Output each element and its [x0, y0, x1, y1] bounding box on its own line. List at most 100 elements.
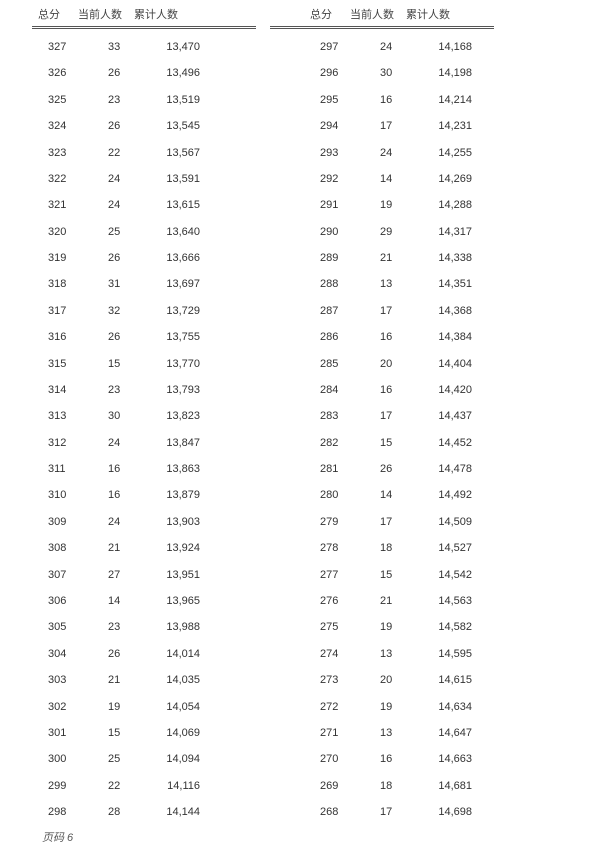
score-cell: 312	[48, 436, 67, 449]
current-count-cell: 14	[108, 594, 121, 607]
page-number: 页码 6	[42, 832, 74, 844]
cumulative-count-cell: 14,663	[438, 753, 472, 766]
cumulative-count-cell: 14,698	[438, 806, 472, 819]
score-cell: 286	[320, 331, 339, 344]
cumulative-count-cell: 14,527	[438, 542, 472, 555]
current-count-cell: 17	[380, 410, 393, 423]
current-count-cell: 24	[108, 515, 121, 528]
cumulative-count-cell: 14,681	[438, 779, 472, 792]
cumulative-count-cell: 14,214	[438, 93, 472, 106]
current-count-cell: 16	[380, 331, 393, 344]
current-count-cell: 21	[108, 542, 121, 555]
score-cell: 298	[48, 806, 67, 819]
current-count-cell: 18	[380, 779, 393, 792]
current-count-cell: 26	[108, 120, 121, 133]
current-count-cell: 17	[380, 304, 393, 317]
current-count-cell: 26	[108, 252, 121, 265]
cumulative-count-cell: 13,823	[166, 410, 200, 423]
current-count-cell: 23	[108, 383, 121, 396]
current-count-cell: 27	[108, 568, 121, 581]
score-cell: 306	[48, 594, 67, 607]
cumulative-count-cell: 13,567	[166, 146, 200, 159]
current-count-cell: 28	[108, 806, 121, 819]
current-count-cell: 19	[380, 621, 393, 634]
current-count-cell: 15	[380, 568, 393, 581]
current-count-cell: 17	[380, 120, 393, 133]
score-cell: 277	[320, 568, 339, 581]
score-cell: 280	[320, 489, 339, 502]
cumulative-count-cell: 14,168	[438, 41, 472, 53]
current-count-cell: 31	[108, 278, 121, 291]
score-cell: 305	[48, 621, 67, 634]
cumulative-count-cell: 13,903	[166, 515, 200, 528]
score-cell: 288	[320, 278, 339, 291]
score-cell: 304	[48, 647, 67, 660]
current-count-cell: 33	[108, 41, 121, 53]
current-count-cell: 20	[380, 357, 393, 370]
cumulative-count-cell: 13,666	[166, 252, 200, 265]
current-count-cell: 19	[380, 199, 393, 212]
current-count-cell: 19	[108, 700, 121, 713]
current-count-cell: 16	[108, 489, 121, 502]
cumulative-count-cell: 13,965	[166, 594, 200, 607]
current-count-cell: 14	[380, 489, 393, 502]
score-cell: 294	[320, 120, 339, 133]
score-cell: 278	[320, 542, 339, 555]
current-count-cell: 16	[380, 753, 393, 766]
score-cell: 296	[320, 67, 339, 80]
current-count-cell: 30	[380, 67, 393, 80]
cumulative-count-cell: 14,634	[438, 700, 472, 713]
cumulative-count-cell: 14,595	[438, 647, 472, 660]
cumulative-count-cell: 14,231	[438, 120, 472, 133]
current-count-cell: 26	[108, 647, 121, 660]
score-cell: 310	[48, 489, 67, 502]
score-cell: 299	[48, 779, 67, 792]
score-cell: 320	[48, 225, 67, 238]
score-cell: 273	[320, 674, 339, 687]
header-cumulative-count: 累计人数	[406, 8, 450, 21]
score-cell: 279	[320, 515, 339, 528]
cumulative-count-cell: 14,404	[438, 357, 472, 370]
score-cell: 271	[320, 726, 339, 739]
cumulative-count-cell: 13,793	[166, 383, 200, 396]
score-cell: 293	[320, 146, 339, 159]
current-count-cell: 24	[108, 199, 121, 212]
current-count-cell: 20	[380, 674, 393, 687]
score-cell: 317	[48, 304, 67, 317]
cumulative-count-cell: 14,384	[438, 331, 472, 344]
score-cell: 300	[48, 753, 67, 766]
cumulative-count-cell: 14,615	[438, 674, 472, 687]
score-cell: 272	[320, 700, 339, 713]
cumulative-count-cell: 14,338	[438, 252, 472, 265]
current-count-cell: 25	[108, 753, 121, 766]
cumulative-count-cell: 14,269	[438, 172, 472, 185]
score-cell: 303	[48, 674, 67, 687]
current-count-cell: 25	[108, 225, 121, 238]
current-count-cell: 26	[108, 331, 121, 344]
score-cell: 268	[320, 806, 339, 819]
score-cell: 282	[320, 436, 339, 449]
current-count-cell: 30	[108, 410, 121, 423]
score-cell: 269	[320, 779, 339, 792]
cumulative-count-cell: 13,470	[166, 41, 200, 53]
cumulative-count-cell: 13,519	[166, 93, 200, 106]
cumulative-count-cell: 13,545	[166, 120, 200, 133]
cumulative-count-cell: 14,563	[438, 594, 472, 607]
score-cell: 316	[48, 331, 67, 344]
cumulative-count-cell: 13,924	[166, 542, 200, 555]
score-cell: 291	[320, 199, 339, 212]
current-count-cell: 32	[108, 304, 121, 317]
cumulative-count-cell: 14,452	[438, 436, 472, 449]
cumulative-count-cell: 13,729	[166, 304, 200, 317]
score-cell: 324	[48, 120, 67, 133]
cumulative-count-cell: 14,014	[166, 647, 200, 660]
current-count-cell: 24	[108, 172, 121, 185]
score-cell: 283	[320, 410, 339, 423]
cumulative-count-cell: 13,879	[166, 489, 200, 502]
score-cell: 292	[320, 172, 339, 185]
cumulative-count-cell: 13,863	[166, 463, 200, 476]
cumulative-count-cell: 13,615	[166, 199, 200, 212]
cumulative-count-cell: 13,640	[166, 225, 200, 238]
current-count-cell: 13	[380, 647, 393, 660]
current-count-cell: 24	[380, 146, 393, 159]
